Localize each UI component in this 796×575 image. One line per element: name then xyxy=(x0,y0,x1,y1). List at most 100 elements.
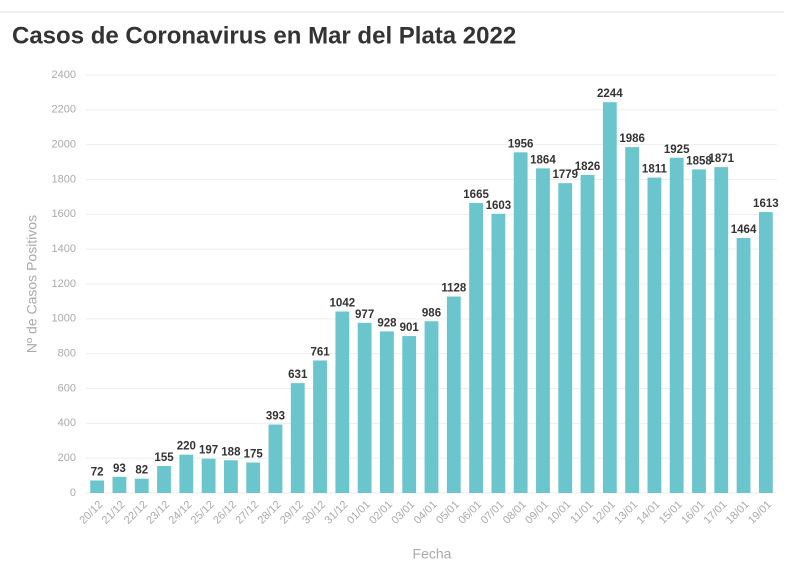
x-tick-label: 19/01 xyxy=(746,499,774,527)
value-label: 1826 xyxy=(575,161,601,173)
bar xyxy=(558,183,573,493)
bar xyxy=(246,462,261,493)
value-label: 82 xyxy=(135,465,148,477)
value-label: 1986 xyxy=(619,133,645,145)
x-tick-label: 27/12 xyxy=(233,499,261,527)
bar xyxy=(602,102,617,494)
bar xyxy=(223,460,238,493)
x-tick-label: 01/01 xyxy=(345,499,373,527)
value-label: 175 xyxy=(244,449,264,461)
value-label: 761 xyxy=(310,346,330,358)
x-tick-label: 13/01 xyxy=(612,499,640,527)
y-tick-label: 0 xyxy=(70,487,76,499)
bar xyxy=(424,321,439,493)
x-tick-label: 09/01 xyxy=(523,499,551,527)
x-tick-label: 17/01 xyxy=(701,499,729,527)
y-tick-label: 200 xyxy=(58,452,76,464)
value-label: 1858 xyxy=(686,155,712,167)
y-tick-label: 1200 xyxy=(52,278,76,290)
value-label: 155 xyxy=(154,452,174,464)
y-tick-label: 1800 xyxy=(52,173,76,185)
x-tick-label: 28/12 xyxy=(256,499,284,527)
bar xyxy=(446,296,461,493)
bar xyxy=(580,174,595,493)
bar xyxy=(157,466,171,493)
y-tick-label: 2000 xyxy=(52,139,76,151)
y-tick-label: 600 xyxy=(58,382,76,394)
x-tick-label: 24/12 xyxy=(167,499,195,527)
value-label: 188 xyxy=(221,446,241,458)
x-tick-label: 02/01 xyxy=(367,499,395,527)
y-tick-label: 1400 xyxy=(52,243,76,255)
bar xyxy=(536,168,550,493)
bar xyxy=(112,476,127,493)
value-label: 1956 xyxy=(508,138,534,150)
x-tick-label: 10/01 xyxy=(545,499,573,527)
y-tick-label: 1000 xyxy=(52,313,76,325)
x-tick-label: 18/01 xyxy=(724,499,752,527)
x-tick-label: 21/12 xyxy=(100,499,128,527)
bar xyxy=(714,167,729,494)
bar xyxy=(669,157,684,493)
bar xyxy=(491,213,506,493)
value-label: 1811 xyxy=(642,164,668,176)
value-label: 901 xyxy=(400,322,420,334)
y-tick-label: 2400 xyxy=(52,69,76,81)
value-label: 1613 xyxy=(753,198,779,210)
value-label: 1665 xyxy=(463,189,489,201)
value-label: 631 xyxy=(288,369,308,381)
value-label: 197 xyxy=(199,445,218,457)
x-tick-label: 08/01 xyxy=(501,499,529,527)
bar xyxy=(380,331,394,493)
value-label: 1925 xyxy=(664,144,690,156)
x-tick-label: 22/12 xyxy=(122,499,150,527)
x-tick-label: 20/12 xyxy=(77,499,105,527)
value-label: 393 xyxy=(266,411,285,423)
bar xyxy=(313,360,327,493)
value-label: 220 xyxy=(177,441,196,453)
bar xyxy=(513,152,528,493)
value-label: 93 xyxy=(113,463,126,475)
chart-title: Casos de Coronavirus en Mar del Plata 20… xyxy=(12,22,516,49)
x-tick-label: 16/01 xyxy=(679,499,707,527)
x-axis-title: Fecha xyxy=(413,546,452,562)
value-label: 1603 xyxy=(486,200,512,212)
x-tick-label: 07/01 xyxy=(479,499,507,527)
value-label: 928 xyxy=(377,317,397,329)
bar xyxy=(290,383,305,493)
y-axis-title: Nº de Casos Positivos xyxy=(24,215,40,353)
x-tick-label: 23/12 xyxy=(144,499,172,527)
x-tick-label: 30/12 xyxy=(300,499,328,527)
bar xyxy=(692,169,706,494)
x-tick-label: 11/01 xyxy=(568,499,595,526)
bar xyxy=(736,238,751,493)
value-label: 1464 xyxy=(731,224,757,236)
bar xyxy=(625,147,640,494)
value-label: 1864 xyxy=(530,154,556,166)
x-tick-label: 26/12 xyxy=(211,499,239,527)
x-tick-label: 12/01 xyxy=(590,499,618,527)
bar xyxy=(201,458,216,493)
bar xyxy=(90,480,105,493)
value-label: 1871 xyxy=(708,153,734,165)
bar xyxy=(758,212,773,494)
bar xyxy=(647,177,662,493)
bar xyxy=(268,424,283,493)
x-tick-label: 14/01 xyxy=(635,499,663,527)
x-tick-label: 15/01 xyxy=(657,499,685,527)
x-tick-label: 03/01 xyxy=(389,499,417,527)
bar xyxy=(357,322,372,493)
x-tick-label: 25/12 xyxy=(189,499,217,527)
x-tick-label: 06/01 xyxy=(456,499,484,527)
value-label: 1779 xyxy=(552,169,578,181)
value-label: 986 xyxy=(422,307,441,319)
y-tick-label: 1600 xyxy=(52,208,76,220)
y-tick-label: 400 xyxy=(58,417,76,429)
y-tick-label: 800 xyxy=(58,348,76,360)
value-label: 1042 xyxy=(330,298,356,310)
value-label: 977 xyxy=(355,309,374,321)
bar xyxy=(402,336,417,493)
bar xyxy=(335,311,350,493)
value-label: 2244 xyxy=(597,88,623,100)
